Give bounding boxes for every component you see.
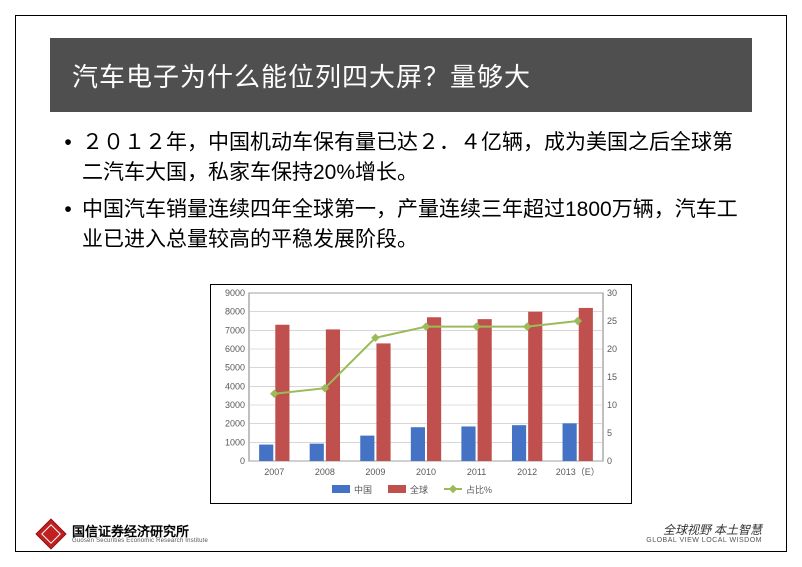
svg-text:5: 5: [607, 428, 612, 438]
logo-cn: 国信证券经济研究所: [72, 525, 208, 538]
svg-text:占比%: 占比%: [466, 484, 492, 495]
slide-title: 汽车电子为什么能位列四大屏？量够大: [72, 57, 531, 94]
svg-text:2011: 2011: [467, 467, 486, 477]
chart-svg: 0 1000 2000 3000 4000 5000 6000 7000 8000 9000 0 5 1…: [211, 285, 633, 505]
svg-text:2000: 2000: [225, 419, 245, 429]
footer-right-cn: 全球视野 本土智慧: [663, 524, 762, 537]
footer-right: 全球视野 本土智慧 GLOBAL VIEW LOCAL WISDOM: [646, 524, 762, 545]
svg-text:3000: 3000: [225, 400, 245, 410]
svg-text:2012: 2012: [517, 467, 537, 477]
svg-text:30: 30: [607, 288, 617, 298]
bullet-dot: •: [54, 195, 82, 256]
svg-text:全球: 全球: [410, 484, 428, 495]
bullet-2: • 中国汽车销量连续四年全球第一，产量连续三年超过1800万辆，汽车工业已进入总…: [54, 195, 748, 256]
svg-text:2013（E）: 2013（E）: [556, 467, 600, 477]
svg-text:4000: 4000: [225, 381, 245, 391]
svg-text:9000: 9000: [225, 288, 245, 298]
svg-text:中国: 中国: [354, 484, 372, 495]
svg-text:2010: 2010: [416, 467, 436, 477]
footer-right-en: GLOBAL VIEW LOCAL WISDOM: [646, 537, 762, 545]
logo-text: 国信证券经济研究所 Guosen Securities Economic Res…: [72, 525, 208, 544]
svg-text:0: 0: [607, 456, 612, 466]
bullet-dot: •: [54, 128, 82, 189]
body-text: • ２０１２年，中国机动车保有量已达２．４亿辆，成为美国之后全球第二汽车大国，私…: [54, 128, 748, 262]
svg-text:5000: 5000: [225, 363, 245, 373]
svg-text:0: 0: [240, 456, 245, 466]
logo-en: Guosen Securities Economic Research Inst…: [72, 538, 208, 544]
svg-text:8000: 8000: [225, 307, 245, 317]
svg-text:10: 10: [607, 400, 617, 410]
svg-text:6000: 6000: [225, 344, 245, 354]
svg-text:7000: 7000: [225, 325, 245, 335]
svg-text:2007: 2007: [264, 467, 284, 477]
svg-text:25: 25: [607, 316, 617, 326]
footer: 国信证券经济研究所 Guosen Securities Economic Res…: [40, 513, 762, 545]
bullet-text: 中国汽车销量连续四年全球第一，产量连续三年超过1800万辆，汽车工业已进入总量较…: [82, 195, 748, 256]
bullet-1: • ２０１２年，中国机动车保有量已达２．４亿辆，成为美国之后全球第二汽车大国，私…: [54, 128, 748, 189]
svg-text:1000: 1000: [225, 437, 245, 447]
svg-text:2009: 2009: [365, 467, 385, 477]
footer-left: 国信证券经济研究所 Guosen Securities Economic Res…: [40, 523, 208, 545]
svg-text:15: 15: [607, 372, 617, 382]
title-bar: 汽车电子为什么能位列四大屏？量够大: [50, 38, 752, 112]
logo-icon: [35, 518, 66, 549]
chart: 0 1000 2000 3000 4000 5000 6000 7000 8000 9000 0 5 1…: [210, 284, 632, 504]
svg-text:20: 20: [607, 344, 617, 354]
svg-text:2008: 2008: [315, 467, 335, 477]
bullet-text: ２０１２年，中国机动车保有量已达２．４亿辆，成为美国之后全球第二汽车大国，私家车…: [82, 128, 748, 189]
